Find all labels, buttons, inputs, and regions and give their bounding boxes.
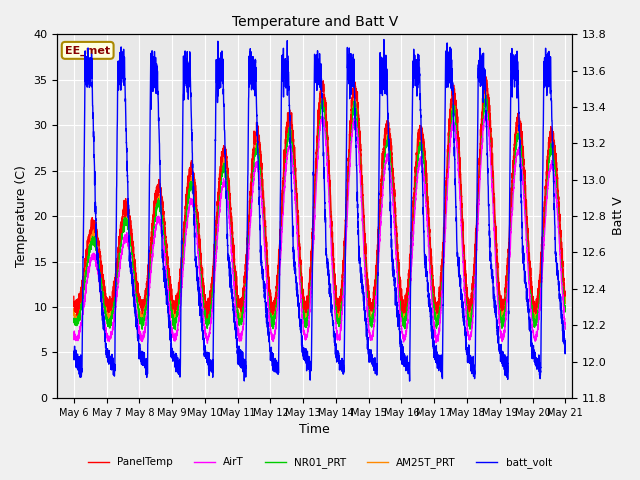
batt_volt	[561, 339, 569, 345]
Line: PanelTemp: PanelTemp	[74, 77, 565, 318]
NR01_PRT	[429, 298, 437, 303]
NR01_PRT	[301, 318, 308, 324]
PanelTemp	[561, 289, 569, 295]
PanelTemp	[204, 315, 211, 321]
batt_volt	[403, 356, 410, 361]
NR01_PRT	[483, 93, 490, 98]
AM25T_PRT	[483, 88, 490, 94]
AirT	[483, 108, 490, 114]
AM25T_PRT	[301, 312, 308, 318]
NR01_PRT	[561, 306, 569, 312]
Legend: PanelTemp, AirT, NR01_PRT, AM25T_PRT, batt_volt: PanelTemp, AirT, NR01_PRT, AM25T_PRT, ba…	[84, 453, 556, 472]
batt_volt	[406, 378, 413, 384]
batt_volt	[429, 345, 437, 351]
AirT	[158, 229, 166, 235]
batt_volt	[301, 355, 308, 360]
AM25T_PRT	[402, 307, 410, 312]
NR01_PRT	[458, 204, 465, 210]
AM25T_PRT	[561, 300, 569, 306]
AirT	[561, 326, 569, 332]
AM25T_PRT	[466, 324, 474, 329]
Title: Temperature and Batt V: Temperature and Batt V	[232, 15, 397, 29]
Y-axis label: Temperature (C): Temperature (C)	[15, 165, 28, 267]
AirT	[70, 332, 77, 338]
PanelTemp	[158, 197, 166, 203]
AM25T_PRT	[561, 297, 569, 303]
batt_volt	[561, 348, 569, 354]
NR01_PRT	[158, 217, 166, 223]
batt_volt	[158, 247, 166, 253]
PanelTemp	[561, 289, 569, 295]
PanelTemp	[70, 293, 77, 299]
Line: batt_volt: batt_volt	[74, 39, 565, 381]
AirT	[301, 334, 308, 340]
Y-axis label: Batt V: Batt V	[612, 197, 625, 236]
PanelTemp	[429, 277, 437, 283]
NR01_PRT	[561, 308, 569, 313]
Line: AM25T_PRT: AM25T_PRT	[74, 91, 565, 326]
Text: EE_met: EE_met	[65, 45, 110, 56]
batt_volt	[380, 36, 388, 42]
PanelTemp	[482, 74, 490, 80]
batt_volt	[458, 291, 465, 297]
AM25T_PRT	[158, 210, 166, 216]
NR01_PRT	[403, 317, 410, 323]
Line: NR01_PRT: NR01_PRT	[74, 96, 565, 330]
batt_volt	[70, 348, 77, 354]
AirT	[429, 314, 437, 320]
PanelTemp	[458, 182, 465, 188]
PanelTemp	[403, 294, 410, 300]
AirT	[204, 340, 211, 346]
NR01_PRT	[172, 327, 179, 333]
AirT	[403, 327, 410, 333]
AM25T_PRT	[70, 312, 77, 318]
AM25T_PRT	[429, 293, 437, 299]
PanelTemp	[301, 301, 308, 307]
NR01_PRT	[70, 318, 77, 324]
AirT	[561, 320, 569, 326]
Line: AirT: AirT	[74, 111, 565, 343]
AirT	[458, 217, 465, 223]
X-axis label: Time: Time	[300, 423, 330, 436]
AM25T_PRT	[457, 194, 465, 200]
